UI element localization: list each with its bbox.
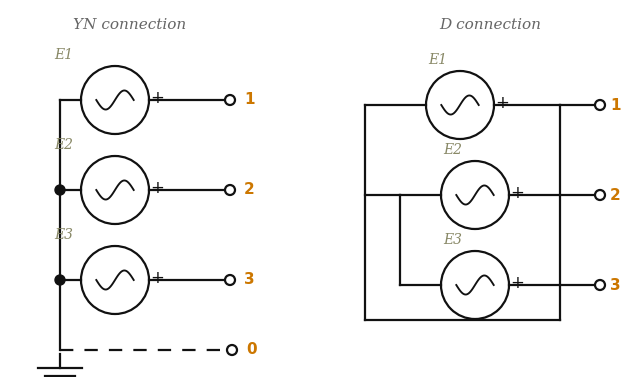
Circle shape [227, 345, 237, 355]
Text: E2: E2 [54, 138, 73, 152]
Text: E3: E3 [443, 233, 462, 247]
Text: D connection: D connection [439, 18, 541, 32]
Text: 3: 3 [610, 277, 621, 293]
Text: E1: E1 [54, 48, 73, 62]
Text: +: + [495, 94, 509, 112]
Text: E3: E3 [54, 228, 73, 242]
Circle shape [595, 100, 605, 110]
Text: 0: 0 [246, 342, 257, 357]
Text: 2: 2 [244, 182, 255, 198]
Text: +: + [150, 269, 164, 287]
Circle shape [595, 280, 605, 290]
Text: 1: 1 [610, 98, 621, 112]
Text: +: + [150, 179, 164, 197]
Text: 1: 1 [244, 92, 255, 107]
Circle shape [55, 275, 65, 285]
Text: E1: E1 [428, 53, 447, 67]
Text: 2: 2 [610, 187, 621, 202]
Text: +: + [150, 89, 164, 107]
Text: +: + [510, 274, 524, 292]
Circle shape [225, 95, 235, 105]
Text: 3: 3 [244, 273, 255, 288]
Text: +: + [510, 184, 524, 202]
Circle shape [225, 185, 235, 195]
Circle shape [595, 190, 605, 200]
Circle shape [225, 275, 235, 285]
Circle shape [55, 185, 65, 195]
Text: E2: E2 [443, 143, 462, 157]
Text: YN connection: YN connection [74, 18, 187, 32]
